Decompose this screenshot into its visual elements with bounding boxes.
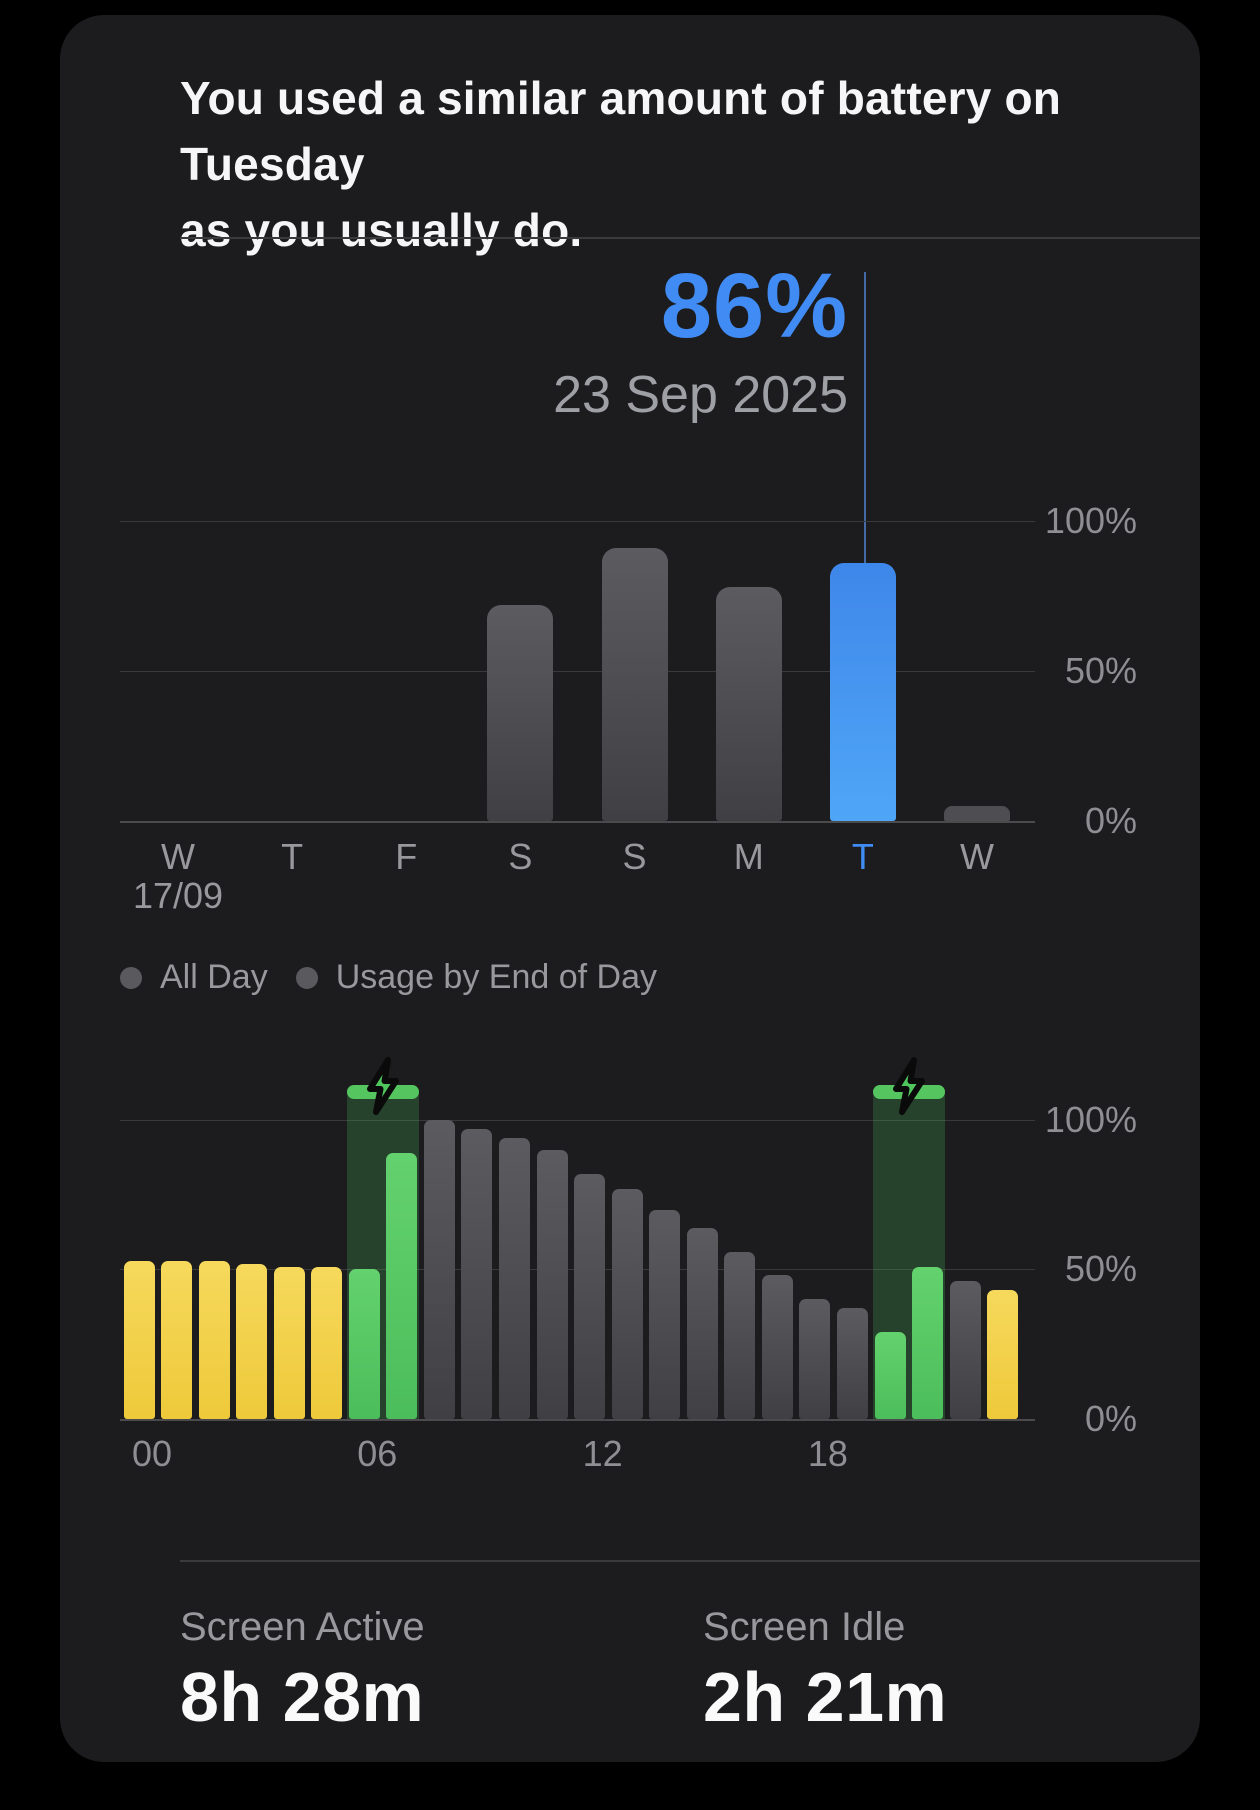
divider-top bbox=[180, 237, 1200, 239]
hour-bar-20[interactable] bbox=[874, 1332, 906, 1419]
hour-gridline-0% bbox=[120, 1419, 1035, 1421]
divider-bottom bbox=[180, 1560, 1200, 1562]
hour-x-label-18: 18 bbox=[807, 1433, 848, 1474]
hour-bar-23[interactable] bbox=[987, 1290, 1019, 1419]
selection-indicator-line bbox=[864, 272, 866, 563]
hour-bar-3[interactable] bbox=[236, 1264, 268, 1419]
legend-item-usage-end-of-day: Usage by End of Day bbox=[295, 958, 657, 997]
all-day-label: All Day bbox=[160, 958, 268, 996]
week-bar-4-S[interactable] bbox=[601, 548, 668, 821]
week-bar-7-W[interactable] bbox=[943, 806, 1010, 821]
hour-bar-16[interactable] bbox=[724, 1252, 756, 1419]
week-x-label-5[interactable]: M bbox=[733, 836, 764, 877]
hour-bar-17[interactable] bbox=[761, 1275, 793, 1419]
hour-bar-8[interactable] bbox=[423, 1120, 455, 1419]
selected-day-callout: 86% 23 Sep 2025 bbox=[553, 258, 848, 422]
screen-active-label: Screen Active bbox=[180, 1605, 425, 1649]
hour-bar-4[interactable] bbox=[273, 1267, 305, 1419]
week-gridline-100% bbox=[120, 521, 1035, 522]
hour-x-label-12: 12 bbox=[582, 1433, 623, 1474]
hour-bar-14[interactable] bbox=[649, 1210, 681, 1419]
selected-day-percent: 86% bbox=[660, 255, 848, 357]
usage-end-of-day-dot-icon bbox=[295, 966, 318, 989]
week-x-label-4[interactable]: S bbox=[622, 836, 647, 877]
hour-x-label-06: 06 bbox=[357, 1433, 398, 1474]
week-y-label-50%: 50% bbox=[1064, 650, 1137, 691]
hour-bar-9[interactable] bbox=[461, 1129, 493, 1419]
week-start-date-label: 17/09 bbox=[132, 875, 224, 916]
hour-y-label-0%: 0% bbox=[1084, 1398, 1137, 1439]
hour-bar-0[interactable] bbox=[123, 1261, 155, 1419]
hour-bar-15[interactable] bbox=[686, 1228, 718, 1419]
screen-active-value: 8h 28m bbox=[180, 1658, 425, 1736]
insight-title-line2: as you usually do. bbox=[180, 204, 583, 256]
week-bar-3-S[interactable] bbox=[487, 605, 554, 821]
all-day-dot-icon bbox=[120, 966, 142, 989]
hour-bar-11[interactable] bbox=[536, 1150, 568, 1419]
week-x-label-2[interactable]: F bbox=[395, 836, 418, 877]
hour-y-label-50%: 50% bbox=[1064, 1248, 1137, 1289]
screen-idle-value: 2h 21m bbox=[703, 1658, 948, 1736]
week-gridline-50% bbox=[120, 671, 1035, 672]
insight-title: You used a similar amount of battery on … bbox=[180, 65, 1080, 263]
week-x-label-1[interactable]: T bbox=[281, 836, 304, 877]
insight-title-line1: You used a similar amount of battery on … bbox=[180, 72, 1062, 190]
chart-legend: All Day Usage by End of Day bbox=[120, 958, 657, 997]
hour-bar-22[interactable] bbox=[949, 1281, 981, 1419]
legend-item-all-day: All Day bbox=[120, 958, 268, 997]
hour-bar-1[interactable] bbox=[161, 1261, 193, 1419]
usage-end-of-day-label: Usage by End of Day bbox=[335, 958, 657, 996]
battery-usage-card: You used a similar amount of battery on … bbox=[60, 15, 1200, 1762]
selected-day-date: 23 Sep 2025 bbox=[553, 366, 848, 424]
hour-bar-7[interactable] bbox=[386, 1153, 418, 1419]
hour-bar-12[interactable] bbox=[574, 1174, 606, 1419]
hour-bar-13[interactable] bbox=[611, 1189, 643, 1419]
week-x-label-0[interactable]: W bbox=[161, 836, 195, 877]
screen-idle-label: Screen Idle bbox=[703, 1605, 906, 1649]
week-x-label-6[interactable]: T bbox=[851, 836, 874, 877]
hour-bar-6[interactable] bbox=[348, 1269, 380, 1419]
week-bar-5-M[interactable] bbox=[715, 587, 782, 821]
week-bar-6-T[interactable] bbox=[829, 563, 896, 821]
week-y-label-0%: 0% bbox=[1084, 800, 1137, 841]
hour-bar-5[interactable] bbox=[311, 1267, 343, 1419]
hour-gridline-100% bbox=[120, 1120, 1035, 1121]
hour-bar-21[interactable] bbox=[912, 1267, 944, 1419]
week-gridline-0% bbox=[120, 821, 1035, 823]
charging-bolt bbox=[363, 1057, 403, 1120]
charging-bolt-icon bbox=[367, 1057, 400, 1115]
charging-bolt bbox=[889, 1057, 929, 1120]
hour-x-label-00: 00 bbox=[131, 1433, 173, 1474]
hour-bar-18[interactable] bbox=[799, 1299, 831, 1419]
week-x-label-7[interactable]: W bbox=[959, 836, 994, 877]
hour-bar-10[interactable] bbox=[499, 1138, 530, 1419]
hour-bar-19[interactable] bbox=[836, 1308, 868, 1419]
week-y-label-100%: 100% bbox=[1044, 500, 1137, 541]
hour-y-label-100%: 100% bbox=[1044, 1099, 1137, 1140]
week-x-label-3[interactable]: S bbox=[508, 836, 533, 877]
hour-bar-2[interactable] bbox=[198, 1261, 230, 1419]
charging-bolt-icon bbox=[892, 1057, 925, 1115]
